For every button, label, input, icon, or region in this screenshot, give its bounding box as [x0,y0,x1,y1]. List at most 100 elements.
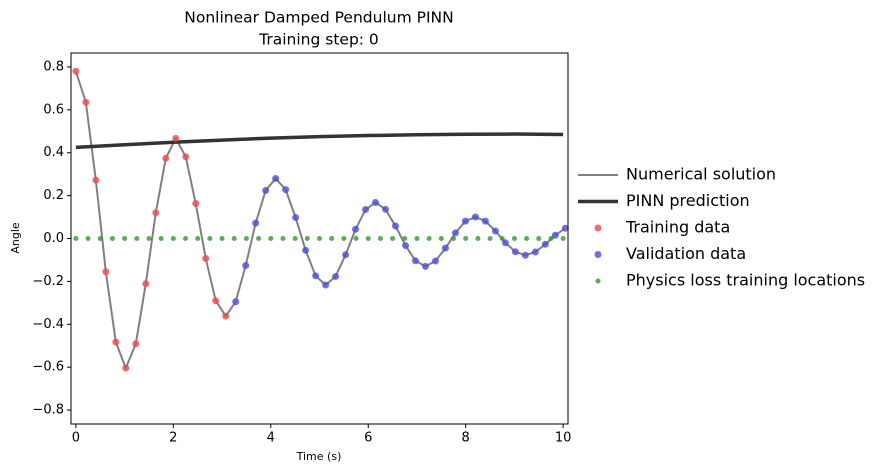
y-tick-label: 0.0 [43,231,64,246]
data-point [511,236,517,241]
data-point [122,236,128,241]
data-point [122,364,130,372]
data-point [317,236,322,241]
data-point [192,200,200,208]
x-tick-label: 8 [462,431,470,446]
data-point [332,272,340,280]
y-tick-label: −0.6 [32,360,64,375]
data-point [352,225,360,233]
legend: Numerical solution PINN prediction Trainin… [578,165,865,290]
y-tick-label: 0.4 [43,145,64,160]
legend-label: Physics loss training locations [626,271,865,290]
data-point [222,312,230,320]
data-point [158,236,164,241]
data-point [431,257,439,265]
legend-label: PINN prediction [626,191,750,210]
data-point [82,98,90,106]
data-point [402,236,408,241]
data-point [536,236,542,241]
data-point [262,186,270,194]
data-point [451,229,459,237]
data-point [560,236,566,241]
data-point [372,198,380,206]
data-point [312,272,320,280]
data-point [411,257,419,265]
legend-label: Training data [625,218,730,237]
data-point [146,236,152,241]
x-tick-label: 2 [169,431,177,446]
legend-swatch [594,251,602,258]
y-tick-label: −0.4 [32,317,64,332]
data-point [377,236,383,241]
data-point [268,236,274,241]
data-point [322,281,330,289]
data-point [282,186,290,194]
y-tick-label: 0.2 [43,188,64,203]
series-line [74,70,566,370]
data-point [72,67,80,75]
data-point [170,236,176,241]
data-point [524,236,530,241]
data-point [256,236,262,241]
data-point [142,280,150,288]
legend-label: Validation data [626,244,746,263]
data-point [202,254,210,262]
data-point [134,236,140,241]
data-point [292,213,300,221]
data-point [421,262,429,270]
data-point [475,236,481,241]
plot-area [72,67,569,372]
data-point [390,236,396,241]
x-tick-label: 6 [364,431,372,446]
data-point [362,206,370,214]
data-point [481,217,489,225]
data-point [426,236,432,241]
data-point [342,251,350,259]
data-point [471,213,479,221]
data-point [491,227,499,235]
data-point [365,236,371,241]
data-point [414,236,420,241]
data-point [329,236,335,241]
data-point [353,236,359,241]
y-tick-label: 0.6 [43,102,64,117]
data-point [231,236,237,241]
chart-subtitle: Training step: 0 [258,31,379,49]
x-tick-label: 0 [72,431,80,446]
data-point [109,236,115,241]
data-point [561,224,569,232]
y-tick-label: −0.2 [32,274,64,289]
data-point [551,231,559,239]
data-point [501,239,509,247]
data-point [152,209,160,217]
data-point [541,240,549,248]
legend-swatch [594,224,602,232]
data-point [272,174,280,182]
data-point [531,248,539,256]
data-point [112,338,120,346]
data-point [341,236,347,241]
data-point [382,205,390,213]
data-point [402,242,410,250]
data-point [548,236,554,241]
data-point [195,236,201,241]
y-tick-label: 0.8 [43,59,64,74]
x-tick-label: 4 [267,431,275,446]
data-point [242,262,250,270]
data-point [132,340,140,348]
data-point [207,236,213,241]
data-point [302,246,310,254]
data-point [441,244,449,252]
data-point [450,236,456,241]
data-point [92,176,100,184]
data-point [162,154,170,162]
x-tick-label: 10 [555,431,572,446]
data-point [511,248,519,256]
x-axis-label: Time (s) [296,450,342,463]
data-point [252,219,260,227]
series-line [75,132,564,150]
data-point [102,268,110,276]
data-point [280,236,286,241]
data-point [243,236,249,241]
